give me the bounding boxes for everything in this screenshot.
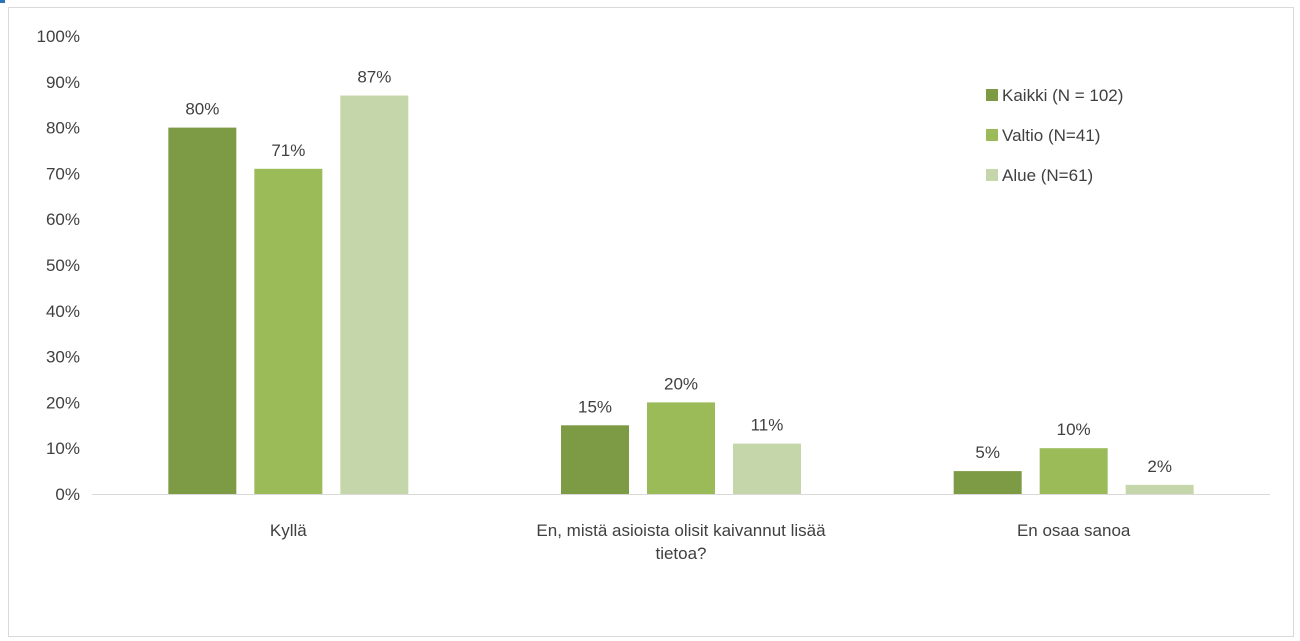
- x-axis: Kyllä En, mistä asioista olisit kaivannut…: [92, 494, 1270, 563]
- y-tick-label: 0%: [55, 485, 80, 504]
- legend-label: Valtio (N=41): [1002, 126, 1100, 145]
- bars: 80% 71% 87% 15% 20% 11% 5% 10% 2%: [168, 68, 1194, 494]
- legend-swatch: [986, 129, 998, 141]
- bar: [1039, 448, 1108, 494]
- bar: [647, 402, 715, 494]
- data-label: 20%: [664, 374, 698, 393]
- data-label: 15%: [578, 397, 612, 416]
- legend-label: Alue (N=61): [1002, 166, 1093, 185]
- bar: [733, 443, 801, 494]
- bar: [254, 168, 323, 494]
- data-label: 87%: [357, 68, 391, 87]
- category-label: Kyllä: [270, 521, 307, 540]
- data-label: 2%: [1147, 457, 1172, 476]
- y-axis: 0% 10% 20% 30% 40% 50% 60% 70% 80% 90% 100%: [37, 27, 80, 504]
- legend-swatch: [986, 89, 998, 101]
- data-label: 71%: [271, 141, 305, 160]
- category-label: En osaa sanoa: [1017, 521, 1131, 540]
- y-tick-label: 10%: [46, 439, 80, 458]
- bar: [168, 127, 237, 494]
- category-label: tietoa?: [655, 544, 706, 563]
- data-label: 11%: [751, 416, 784, 435]
- y-tick-label: 30%: [46, 348, 80, 367]
- data-label: 10%: [1057, 420, 1091, 439]
- bar: [953, 471, 1022, 494]
- y-tick-label: 100%: [37, 27, 80, 46]
- data-label: 80%: [185, 100, 219, 119]
- bar: [340, 95, 409, 494]
- bar: [1125, 484, 1194, 494]
- legend-swatch: [986, 169, 998, 181]
- y-tick-label: 80%: [46, 119, 80, 138]
- y-tick-label: 20%: [46, 393, 80, 412]
- y-tick-label: 70%: [46, 164, 80, 183]
- bar: [561, 425, 629, 494]
- corner-accent: [0, 0, 5, 3]
- data-label: 5%: [975, 443, 1000, 462]
- legend: Kaikki (N = 102) Valtio (N=41) Alue (N=61): [986, 86, 1123, 185]
- category-label: En, mistä asioista olisit kaivannut lisä…: [536, 521, 826, 540]
- legend-label: Kaikki (N = 102): [1002, 86, 1123, 105]
- y-tick-label: 40%: [46, 302, 80, 321]
- y-tick-label: 60%: [46, 210, 80, 229]
- y-tick-label: 50%: [46, 256, 80, 275]
- y-tick-label: 90%: [46, 73, 80, 92]
